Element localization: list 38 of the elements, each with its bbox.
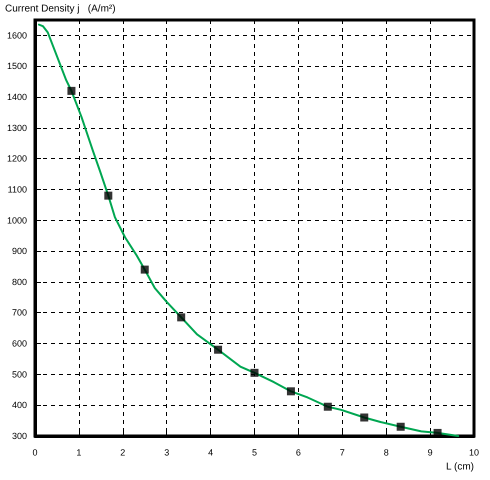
x-tick-label: 4 xyxy=(208,448,214,458)
point xyxy=(286,387,295,396)
y-tick-label: 1300 xyxy=(6,122,27,133)
y-tick-label: 500 xyxy=(12,369,27,380)
y-tick-label: 600 xyxy=(12,338,27,349)
y-tick-label: 1600 xyxy=(6,30,27,40)
x-tick-label: 1 xyxy=(76,448,82,458)
x-tick-label: 5 xyxy=(252,448,258,458)
y-tick-label: 1200 xyxy=(6,154,27,164)
point xyxy=(324,402,332,411)
point xyxy=(104,192,112,200)
y-tick-label: 1400 xyxy=(6,92,27,102)
y-tick-label: 800 xyxy=(12,276,27,287)
y-tick-label: 1100 xyxy=(8,184,27,194)
point xyxy=(67,86,76,95)
y-axis-title: Current Density j (A/m²) xyxy=(5,4,116,14)
line-series xyxy=(38,24,460,437)
point xyxy=(250,368,258,377)
point xyxy=(177,313,186,322)
x-tick-label: 7 xyxy=(340,448,345,458)
point xyxy=(396,422,405,431)
point xyxy=(360,414,368,422)
y-tick-label: 300 xyxy=(12,431,27,441)
x-tick-label: 9 xyxy=(428,448,433,458)
point xyxy=(214,346,222,354)
point xyxy=(140,266,149,274)
x-tick-label: 0 xyxy=(32,448,38,458)
y-tick-label: 1500 xyxy=(6,61,27,72)
y-tick-label: 400 xyxy=(12,400,27,410)
y-tick-label: 1000 xyxy=(6,215,27,226)
x-tick-label: 8 xyxy=(384,448,389,458)
y-tick-label: 900 xyxy=(12,246,27,256)
y-tick-label: 700 xyxy=(12,308,27,318)
x-tick-label: 3 xyxy=(164,448,170,458)
x-tick-label: 6 xyxy=(296,448,301,458)
x-tick-label: 2 xyxy=(120,448,126,458)
x-axis-title: L (cm) xyxy=(446,462,474,472)
x-tick-label: 10 xyxy=(468,448,480,458)
